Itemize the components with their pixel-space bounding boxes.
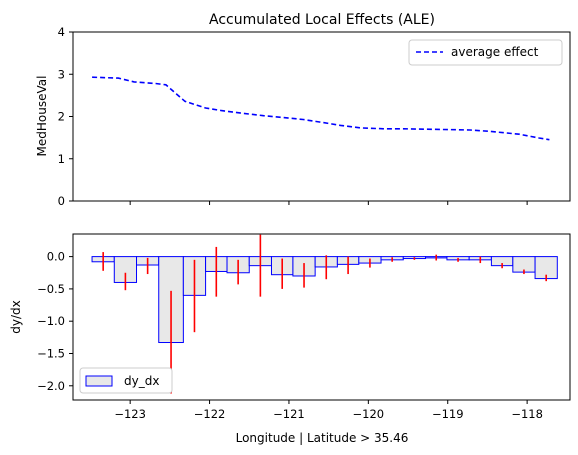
bottom-panel: 0.0 −0.5 −1.0 −1.5 −2.0 −123 −122 −121 −120 −119… — [9, 233, 571, 445]
chart-title: Accumulated Local Effects (ALE) — [209, 12, 435, 28]
top-y-tick-label: 2 — [58, 110, 65, 124]
bottom-x-tick-label: −123 — [114, 407, 146, 421]
bottom-y-axis-label: dy/dx — [9, 300, 23, 333]
top-x-axis — [129, 201, 528, 205]
top-legend: average effect — [408, 39, 563, 66]
average-effect-legend-label: average effect — [451, 45, 539, 59]
bottom-y-tick-label: −2.0 — [37, 379, 65, 393]
top-y-tick-label: 0 — [58, 194, 65, 208]
dy-dx-legend-label: dy_dx — [124, 374, 159, 388]
top-panel: Accumulated Local Effects (ALE) 0 1 2 3 4 Me… — [35, 12, 571, 208]
bottom-legend-frame — [79, 367, 173, 394]
average-effect-series — [92, 76, 550, 141]
bottom-x-axis: −123 −122 −121 −120 −119 −118 — [114, 400, 543, 421]
bottom-x-tick-label: −122 — [194, 407, 226, 421]
bottom-legend: dy_dx — [79, 367, 173, 394]
bottom-y-axis: 0.0 −0.5 −1.0 −1.5 −2.0 — [37, 250, 73, 393]
bottom-y-tick-label: 0.0 — [47, 250, 65, 264]
top-y-tick-label: 1 — [58, 152, 65, 166]
top-y-tick-label: 4 — [58, 25, 65, 39]
dy-dx-legend-swatch — [85, 375, 113, 387]
top-y-tick-label: 3 — [58, 67, 65, 81]
bottom-y-tick-label: −1.5 — [37, 346, 65, 360]
bottom-x-tick-label: −121 — [273, 407, 305, 421]
top-legend-frame — [408, 39, 563, 66]
bottom-y-tick-label: −1.0 — [37, 314, 65, 328]
bottom-x-tick-label: −118 — [511, 407, 543, 421]
top-y-axis: 0 1 2 3 4 — [58, 25, 73, 208]
bottom-x-tick-label: −120 — [353, 407, 385, 421]
bottom-x-tick-label: −119 — [432, 407, 464, 421]
average-effect-line — [92, 76, 550, 141]
bottom-y-tick-label: −0.5 — [37, 282, 65, 296]
bottom-x-axis-label: Longitude | Latitude > 35.46 — [236, 431, 409, 445]
top-y-axis-label: MedHouseVal — [35, 76, 49, 157]
